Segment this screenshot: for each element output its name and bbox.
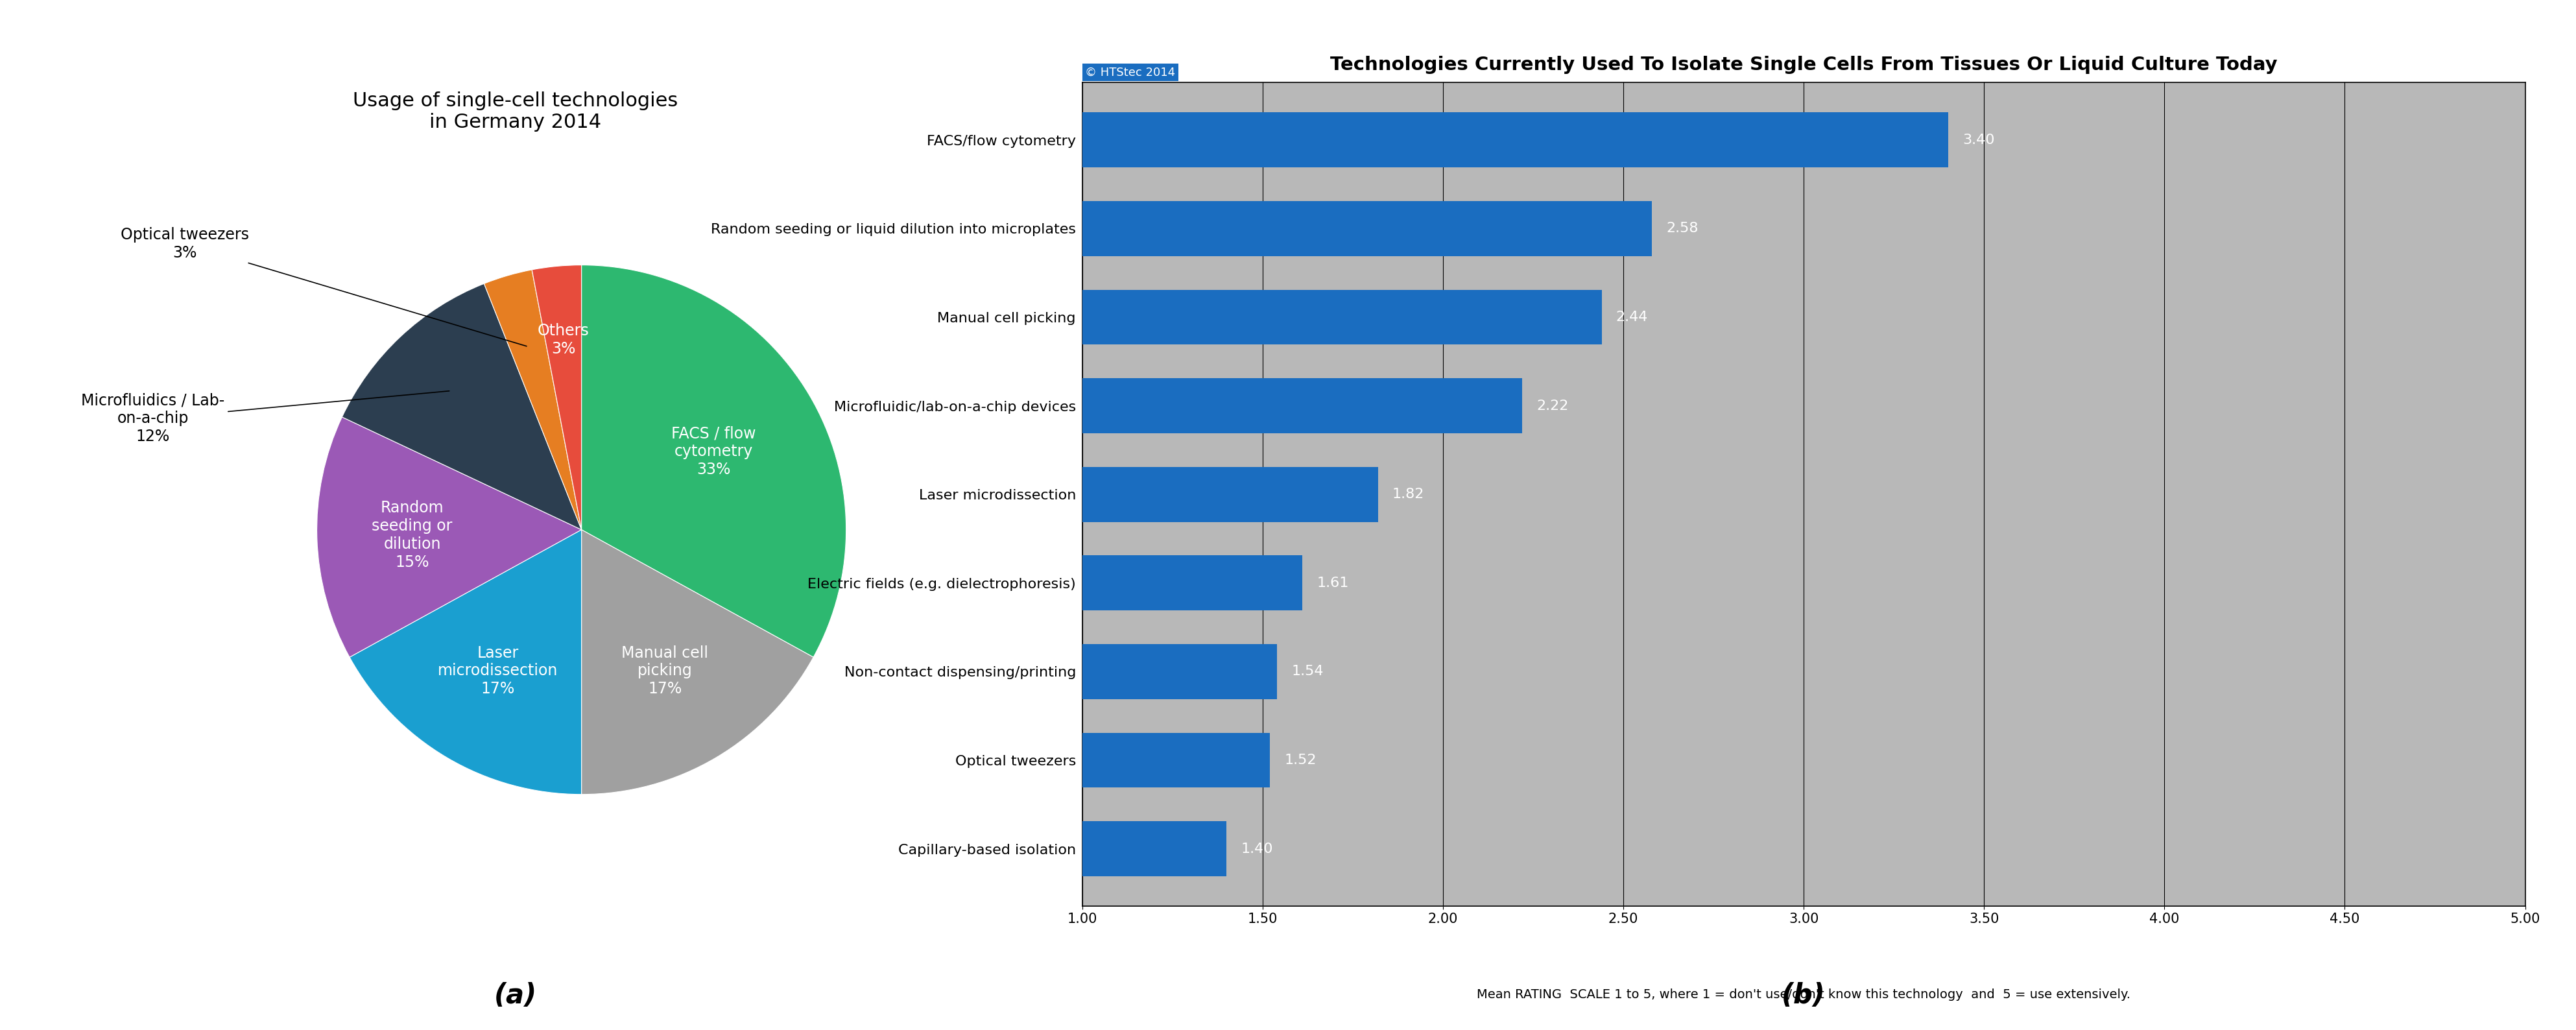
Wedge shape	[343, 283, 582, 529]
Text: 1.54: 1.54	[1291, 665, 1324, 678]
Bar	[1082, 112, 1947, 168]
Text: Manual cell
picking
17%: Manual cell picking 17%	[621, 645, 708, 696]
Text: © HTStec 2014: © HTStec 2014	[1084, 67, 1175, 78]
Text: (a): (a)	[495, 983, 536, 1009]
Text: 1.40: 1.40	[1242, 843, 1273, 855]
Text: Others
3%: Others 3%	[538, 323, 590, 356]
Title: Technologies Currently Used To Isolate Single Cells From Tissues Or Liquid Cultu: Technologies Currently Used To Isolate S…	[1329, 56, 2277, 74]
Text: Random
seeding or
dilution
15%: Random seeding or dilution 15%	[371, 501, 453, 570]
Text: Laser
microdissection
17%: Laser microdissection 17%	[438, 645, 559, 696]
Title: Usage of single-cell technologies
in Germany 2014: Usage of single-cell technologies in Ger…	[353, 92, 677, 132]
Text: 1.82: 1.82	[1391, 488, 1425, 501]
Text: (b): (b)	[1780, 983, 1826, 1009]
Wedge shape	[350, 529, 582, 794]
Wedge shape	[317, 417, 582, 657]
Wedge shape	[582, 529, 814, 794]
Text: 1.61: 1.61	[1316, 577, 1347, 589]
Text: Optical tweezers
3%: Optical tweezers 3%	[121, 227, 526, 346]
Wedge shape	[531, 265, 582, 529]
Text: 2.44: 2.44	[1615, 311, 1649, 323]
Bar	[1082, 378, 1522, 434]
Bar	[1082, 644, 1278, 699]
Wedge shape	[484, 270, 582, 529]
Bar	[1082, 201, 1651, 256]
Bar	[1082, 555, 1301, 611]
Text: FACS / flow
cytometry
33%: FACS / flow cytometry 33%	[672, 425, 755, 477]
Bar	[1082, 289, 1602, 345]
Wedge shape	[582, 265, 845, 657]
Text: Microfluidics / Lab-
on-a-chip
12%: Microfluidics / Lab- on-a-chip 12%	[80, 391, 448, 444]
Bar	[1082, 467, 1378, 522]
Text: 1.52: 1.52	[1283, 754, 1316, 766]
Text: 3.40: 3.40	[1963, 134, 1994, 146]
Bar	[1082, 732, 1270, 788]
Text: 2.22: 2.22	[1535, 400, 1569, 412]
Bar	[1082, 821, 1226, 877]
Text: 2.58: 2.58	[1667, 222, 1698, 235]
Text: Mean RATING  SCALE 1 to 5, where 1 = don't use/don't know this technology  and  : Mean RATING SCALE 1 to 5, where 1 = don'…	[1476, 989, 2130, 1001]
